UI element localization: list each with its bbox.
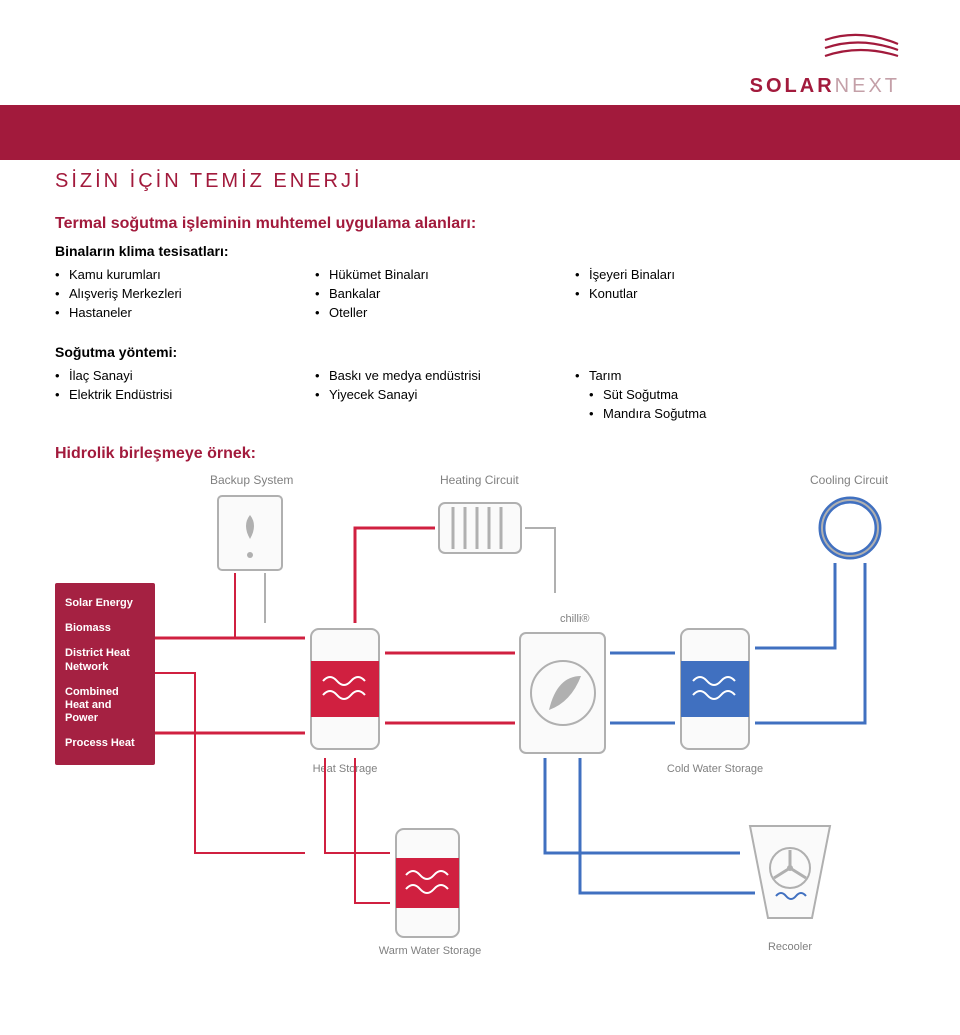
list-col2: Hükümet Binaları Bankalar Oteller <box>315 265 575 322</box>
list-item: Hastaneler <box>55 303 315 322</box>
heat-storage-icon <box>305 623 385 758</box>
list-item: Oteller <box>315 303 575 322</box>
list-item: İşeyeri Binaları <box>575 265 835 284</box>
chilli-unit-icon <box>515 628 610 758</box>
label-heating-circuit: Heating Circuit <box>440 473 519 487</box>
building-systems-title: Binaların klima tesisatları: <box>55 243 905 259</box>
list-col3: İşeyeri Binaları Konutlar <box>575 265 835 303</box>
list-item: Baskı ve medya endüstrisi <box>315 366 575 385</box>
hydraulic-diagram: Backup System Heating Circuit Cooling Ci… <box>55 473 905 953</box>
heating-circuit-icon <box>435 495 525 565</box>
cooling-method-columns: İlaç Sanayi Elektrik Endüstrisi Baskı ve… <box>55 366 905 423</box>
list-item: Yiyecek Sanayi <box>315 385 575 404</box>
warm-water-storage-icon <box>390 823 465 943</box>
source-item: Process Heat <box>65 731 145 756</box>
header-band <box>0 105 960 160</box>
source-item: Biomass <box>65 616 145 641</box>
list-item: Tarım <box>575 366 835 385</box>
source-item: Solar Energy <box>65 591 145 616</box>
list-g2-col1: İlaç Sanayi Elektrik Endüstrisi <box>55 366 315 404</box>
caption-warm-storage: Warm Water Storage <box>365 945 495 957</box>
source-item: District Heat Network <box>65 641 145 679</box>
list-item: Bankalar <box>315 284 575 303</box>
list-g2-col3-sub: Süt Soğutma Mandıra Soğutma <box>575 385 835 423</box>
label-chilli: chilli® <box>560 613 590 625</box>
list-item: Elektrik Endüstrisi <box>55 385 315 404</box>
diagram-heading: Hidrolik birleşmeye örnek: <box>55 445 905 463</box>
list-col1: Kamu kurumları Alışveriş Merkezleri Hast… <box>55 265 315 322</box>
source-item: Combined Heat and Power <box>65 680 145 732</box>
backup-system-icon <box>215 493 285 573</box>
recooler-icon <box>740 818 840 938</box>
applications-heading: Termal soğutma işleminin muhtemel uygula… <box>55 215 905 233</box>
caption-recooler: Recooler <box>755 941 825 953</box>
list-item: Hükümet Binaları <box>315 265 575 284</box>
list-item: Mandıra Soğutma <box>589 404 835 423</box>
building-systems-columns: Kamu kurumları Alışveriş Merkezleri Hast… <box>55 265 905 322</box>
caption-heat-storage: Heat Storage <box>305 763 385 775</box>
logo-swoosh-icon <box>750 30 900 71</box>
list-item: Alışveriş Merkezleri <box>55 284 315 303</box>
cold-water-storage-icon <box>675 623 755 758</box>
list-item: İlaç Sanayi <box>55 366 315 385</box>
list-item: Süt Soğutma <box>589 385 835 404</box>
heat-sources-panel: Solar Energy Biomass District Heat Netwo… <box>55 583 155 765</box>
logo-text-main: SOLAR <box>750 75 835 97</box>
list-item: Kamu kurumları <box>55 265 315 284</box>
label-backup-system: Backup System <box>210 473 293 487</box>
section-title: SİZİN İÇİN TEMİZ ENERJİ <box>55 160 381 203</box>
list-item: Konutlar <box>575 284 835 303</box>
cooling-method-title: Soğutma yöntemi: <box>55 344 905 360</box>
list-g2-col3: Tarım <box>575 366 835 385</box>
caption-cold-storage: Cold Water Storage <box>655 763 775 775</box>
logo-text: SOLARNEXT <box>750 75 900 98</box>
brand-logo: SOLARNEXT <box>750 30 900 98</box>
label-cooling-circuit: Cooling Circuit <box>810 473 888 487</box>
cooling-circuit-icon <box>815 493 885 563</box>
list-g2-col2: Baskı ve medya endüstrisi Yiyecek Sanayi <box>315 366 575 404</box>
logo-text-sub: NEXT <box>835 75 900 97</box>
